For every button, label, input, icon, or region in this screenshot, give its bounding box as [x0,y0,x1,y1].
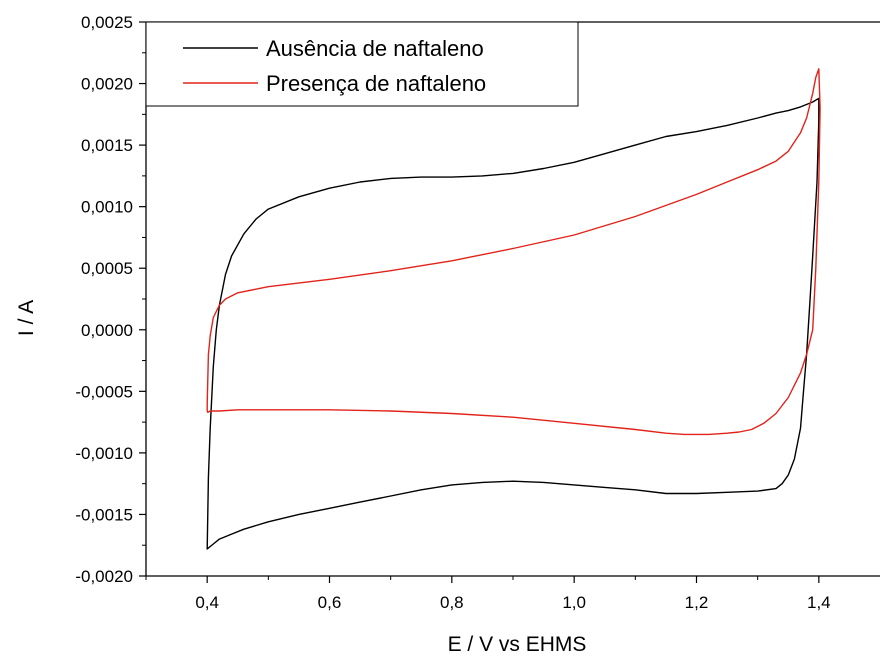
series-line-ausencia [206,97,820,550]
y-tick-label: -0,0010 [75,444,133,463]
y-tick-label: 0,0000 [81,321,133,340]
legend: Ausência de naftaleno Presença de naftal… [145,21,579,107]
x-tick-label: 1,4 [807,593,831,612]
y-tick-label: -0,0005 [75,382,133,401]
x-axis-title: E / V vs EHMS [448,633,587,656]
legend-label-presenca: Presença de naftaleno [266,71,486,96]
x-tick-label: 1,0 [562,593,586,612]
x-tick-label: 0,8 [440,593,464,612]
x-tick-label: 0,6 [318,593,342,612]
y-tick-label: 0,0020 [81,75,133,94]
series-layer [206,68,821,550]
x-tick-label: 1,2 [685,593,709,612]
y-tick-label: 0,0010 [81,198,133,217]
y-tick-label: 0,0005 [81,259,133,278]
series-line-presenca [206,68,821,436]
y-tick-label: -0,0020 [75,567,133,586]
legend-label-ausencia: Ausência de naftaleno [266,36,484,61]
y-axis-title: I / A [15,300,38,336]
y-tick-label: 0,0025 [81,13,133,32]
legend-box [145,21,579,107]
x-tick-label: 0,4 [195,593,219,612]
y-tick-label: -0,0015 [75,505,133,524]
axes-layer: 0,4 0,6 0,8 1,0 1,2 1,4 -0,0020 -0,0015 -0,0010 -… [75,13,830,612]
y-tick-label: 0,0015 [81,136,133,155]
